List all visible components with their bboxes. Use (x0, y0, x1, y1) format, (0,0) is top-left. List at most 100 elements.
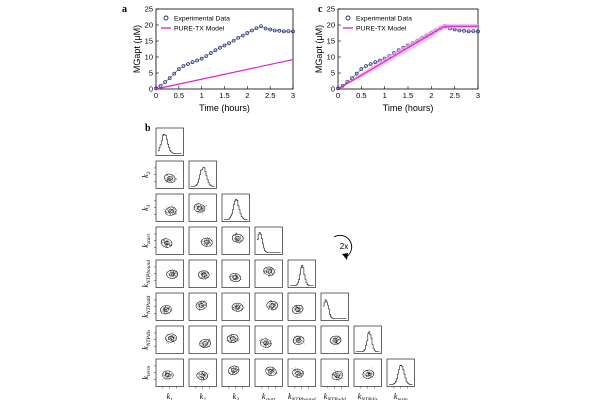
density-contour-inner (204, 240, 210, 245)
experimental-trace (155, 25, 294, 89)
marginal-histogram (224, 199, 248, 220)
corner-cell-frame (155, 127, 184, 156)
chart-c-time-course-fitted: 0 0.5 1 1.5 2 2.5 3 0 5 10 15 20 25 Time (hours) MGapt… (314, 5, 480, 113)
x-axis-label: Time (hours) (199, 103, 250, 113)
experimental-point (186, 62, 190, 66)
x-tick-label: 0 (336, 91, 340, 100)
corner-y-label-base: k (141, 346, 150, 350)
density-contour (195, 300, 208, 310)
experimental-point (462, 28, 466, 33)
corner-cell-frame (221, 325, 250, 354)
y-tick-label: 10 (327, 53, 335, 62)
corner-y-label: kNTPadd (141, 296, 152, 318)
marginal-histogram (323, 299, 347, 319)
corner-cell-frame (188, 160, 217, 189)
density-contour (260, 338, 272, 348)
corner-y-label-sub: NTPadd (146, 296, 152, 316)
corner-cell-frame (155, 193, 184, 222)
density-contour-inner (199, 373, 205, 378)
corner-x-label-base: k (394, 392, 398, 400)
y-tick-label: 0 (149, 85, 153, 94)
density-contour (263, 266, 275, 276)
panel-label-a: a (122, 4, 127, 15)
experimental-point (163, 80, 167, 84)
y-tick-label: 25 (145, 5, 153, 14)
density-contour (265, 366, 277, 376)
x-tick-label: 2 (429, 91, 433, 100)
x-tick-label: 1.5 (219, 91, 229, 100)
corner-y-label: kNTPbound (141, 260, 152, 288)
corner-cell-frame (188, 292, 217, 321)
rotate-arrow-icon (333, 234, 353, 258)
marginal-histogram (158, 133, 182, 154)
experimental-point (272, 28, 277, 33)
corner-x-label-sub: NTPadd (326, 397, 346, 400)
density-contour (329, 335, 342, 345)
experimental-point (199, 56, 204, 61)
density-contour-inner (167, 176, 173, 181)
experimental-point (364, 64, 368, 68)
experimental-point (268, 27, 273, 32)
experimental-point (158, 83, 163, 88)
panel-label-b: b (145, 123, 151, 134)
corner-cell-frame (254, 292, 283, 321)
experimental-point (259, 24, 263, 29)
corner-x-label-base: k (262, 392, 266, 400)
density-contour-inner (165, 372, 171, 378)
density-contour (193, 203, 206, 213)
y-tick-label: 5 (149, 69, 153, 78)
density-contour-inner (269, 303, 275, 308)
x-tick-label: 2.5 (449, 91, 459, 100)
density-contour-inner (163, 307, 169, 312)
density-contour-inner (365, 372, 372, 377)
density-contour (160, 238, 173, 248)
experimental-point (240, 33, 245, 38)
experimental-point (282, 29, 286, 34)
corner-y-label-base: k (141, 376, 150, 380)
corner-y-label-sub: NTPbound (146, 260, 152, 285)
corner-y-label-base: k (141, 314, 150, 318)
density-contour (165, 333, 177, 343)
corner-y-label: kNTPdis (141, 330, 152, 350)
corner-cell-frame (188, 259, 217, 288)
experimental-point (466, 29, 471, 34)
experimental-point (218, 45, 222, 50)
density-contour-inner (230, 368, 237, 373)
density-contour-inner (266, 269, 272, 274)
corner-x-label-base: k (358, 392, 362, 400)
density-contour (228, 365, 240, 375)
corner-cell-frame (155, 226, 184, 255)
corner-x-label: k1 (167, 392, 174, 400)
x-tick-label: 1.5 (403, 91, 413, 100)
chart-a-time-course: 0 0.5 1 1.5 2 2.5 3 0 5 10 15 20 25 Time (hours) MGapt… (132, 5, 295, 113)
experimental-point (167, 76, 172, 80)
experimental-point (250, 28, 254, 33)
corner-y-label-sub: term (146, 366, 152, 376)
corner-y-label-base: k (141, 283, 150, 287)
corner-x-label-sub: term (397, 397, 407, 400)
experimental-point (195, 58, 199, 63)
legend-marker-experimental (345, 15, 351, 21)
experimental-point (286, 29, 291, 33)
corner-x-label-sub: NTPbound (291, 397, 316, 400)
model-line (155, 58, 294, 90)
density-contour-inner (263, 340, 269, 346)
corner-cell-frame (221, 193, 250, 222)
experimental-point (277, 28, 282, 33)
experimental-trace (337, 25, 479, 89)
density-contour (197, 270, 210, 280)
corner-y-label: kstart (141, 233, 152, 247)
marginal-histogram (389, 365, 413, 385)
experimental-point (354, 71, 359, 76)
x-tick-label: 0.5 (174, 91, 184, 100)
corner-x-label: k3 (233, 392, 240, 400)
corner-cell-frame (221, 226, 250, 255)
density-contour (201, 237, 213, 247)
experimental-point (373, 60, 378, 64)
density-contour (160, 305, 172, 315)
corner-x-label-base: k (233, 392, 237, 400)
model-line (337, 25, 478, 90)
corner-y-label: k2 (141, 171, 152, 178)
posterior-scatter (292, 305, 304, 314)
x-tick-label: 0.5 (356, 91, 366, 100)
